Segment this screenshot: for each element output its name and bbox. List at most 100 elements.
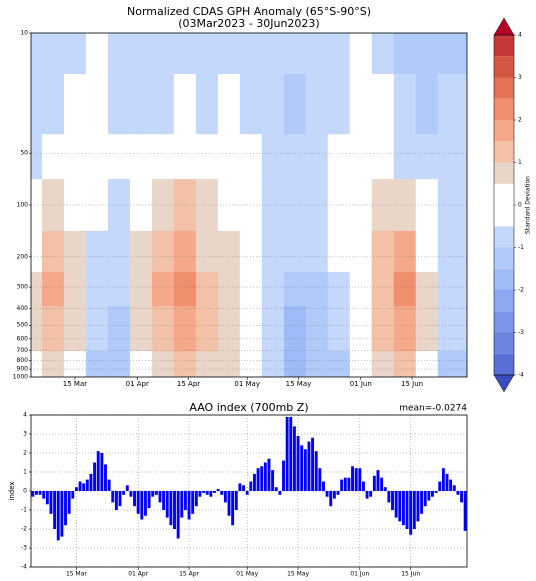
x-tick-label: 01 Jun [350,380,372,388]
bar [267,458,271,491]
bar [64,491,67,526]
contour-cell [261,306,285,352]
bar [412,491,416,529]
bar [314,451,318,491]
bar [162,491,166,510]
x-tick-label: 15 Mar [66,571,87,578]
contour-cell [107,271,131,307]
x-tick-label: 15 Apr [179,571,199,578]
contour-cell [107,230,131,273]
bar [173,491,176,529]
y-axis-label: index [8,481,16,500]
chart-title: AAO index (700mb Z) [189,401,308,414]
colorbar-swatch [494,120,514,142]
bar [213,491,216,493]
contour-cell [173,271,197,307]
bar [74,487,78,491]
contour-cell [415,33,439,75]
contour-cell [283,230,307,273]
bar [441,468,445,491]
contour-cell [41,74,65,135]
contour-cell [129,306,153,352]
contour-cell [393,271,417,307]
contour-cell [129,179,153,232]
contour-cell [393,33,417,75]
bar [307,441,311,491]
y-tick-label: 400 [17,305,29,312]
contour-cell [415,271,439,307]
bar [104,464,107,491]
contour-cell [85,306,109,352]
bar [89,473,93,491]
bar [271,470,275,491]
contour-cell [349,134,373,180]
bar [405,491,409,529]
colorbar-tick-label: 1 [518,159,522,166]
y-tick-label: 2 [23,450,27,457]
chart-title: Normalized CDAS GPH Anomaly (65°S-90°S) [127,5,371,18]
contour-cell [173,74,197,135]
colorbar-swatch [494,332,514,354]
colorbar-swatch [494,183,514,205]
contour-cell [327,351,351,377]
bar [260,466,264,491]
x-tick-label: 15 May [287,571,309,578]
bar [391,491,394,510]
x-tick-label: 01 Apr [128,571,148,578]
colorbar-tick-label: -4 [518,372,524,379]
contour-cell [41,179,65,232]
bar [100,453,104,491]
contour-cell [195,74,219,135]
y-tick-label: 600 [17,335,29,342]
contour-cell [393,230,417,273]
contour-cell [393,74,417,135]
bar [56,491,60,541]
bar [176,491,180,539]
contour-cell [261,230,285,273]
contour-cell [195,271,219,307]
colorbar-tick-label: 3 [518,74,522,81]
contour-cell [371,179,395,232]
contour-cell [41,271,65,307]
bar [296,435,300,491]
bar [452,485,456,491]
bar [31,491,35,497]
contour-cell [107,306,131,352]
colorbar-swatch [494,205,514,227]
contour-cell [107,33,131,75]
bar [245,491,249,495]
contour-cell [437,306,467,352]
contour-cell [437,33,467,75]
contour-cell [327,230,351,273]
contour-cell [195,179,219,232]
contour-cell [239,351,263,377]
y-tick-label: 50 [20,150,28,157]
bar [423,491,427,507]
bar [85,479,89,491]
contour-cell [283,33,307,75]
contour-cell [107,179,131,232]
bar [129,491,133,497]
contour-cell [129,33,153,75]
bar [347,477,351,491]
bar [256,468,260,491]
bar [67,491,71,514]
contour-cell [151,179,175,232]
bar [361,481,365,491]
bar [369,491,373,497]
x-tick-label: 01 Jun [350,571,369,578]
contour-cell [239,179,263,232]
contour-cell [63,134,87,180]
contour-cell [239,230,263,273]
contour-cell [283,306,307,352]
bar [143,491,147,516]
contour-cell [151,33,175,75]
contour-cell [305,306,329,352]
bar [242,485,246,491]
contour-cell [393,306,417,352]
contour-cell [31,33,43,75]
bar [300,445,304,491]
annotation: mean=-0.0274 [399,404,467,414]
